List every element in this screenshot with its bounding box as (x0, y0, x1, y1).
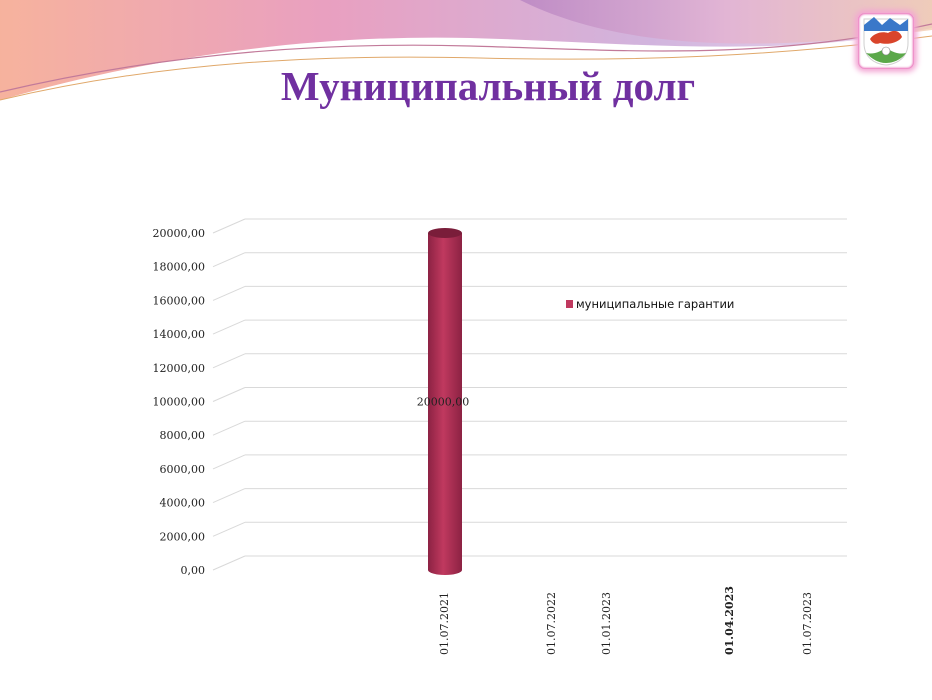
slide-title: Муниципальный долг (280, 63, 696, 109)
y-tick-labels: 0,00 2000,00 4000,00 6000,00 8000,00 10000,00… (153, 227, 206, 577)
legend-swatch (566, 300, 573, 308)
legend-label: муниципальные гарантии (576, 297, 734, 311)
x-tick-label: 01.07.2021 (438, 592, 451, 655)
bar-body (428, 233, 462, 575)
gridline-depth (212, 555, 246, 571)
y-tick-label: 18000,00 (153, 261, 206, 274)
y-tick-label: 20000,00 (153, 227, 206, 240)
y-tick-label: 2000,00 (160, 530, 206, 543)
legend: муниципальные гарантии (566, 297, 734, 311)
gridline-depth (212, 319, 246, 335)
bar-top (428, 228, 462, 238)
y-tick-label: 0,00 (181, 564, 206, 577)
y-tick-label: 10000,00 (153, 396, 206, 409)
gridline-depth (212, 353, 246, 369)
data-label: 20000,00 (417, 396, 470, 409)
gridline-depth (212, 488, 246, 504)
header-decoration (0, 0, 932, 101)
x-tick-labels: 01.07.2021 01.07.2022 01.01.2023 01.04.2023… (438, 586, 814, 655)
y-tick-label: 14000,00 (153, 328, 206, 341)
gridline-depth (212, 252, 246, 268)
y-tick-label: 8000,00 (160, 429, 206, 442)
x-tick-label: 01.07.2022 (545, 592, 558, 655)
bar-0: 20000,00 (417, 228, 470, 575)
grid-layer (212, 218, 847, 571)
coat-of-arms-icon (858, 13, 914, 69)
bar-layer: 20000,00 (417, 228, 470, 575)
y-tick-label: 16000,00 (153, 294, 206, 307)
y-tick-label: 12000,00 (153, 362, 206, 375)
gridline-depth (212, 387, 246, 402)
x-tick-label: 01.04.2023 (723, 586, 736, 655)
gridline-depth (212, 454, 246, 470)
y-tick-label: 6000,00 (160, 463, 206, 476)
gridline-depth (212, 521, 246, 537)
y-tick-label: 4000,00 (160, 497, 206, 510)
x-tick-label: 01.07.2023 (801, 592, 814, 655)
gridline-depth (212, 218, 246, 234)
gridline-depth (212, 285, 246, 301)
x-tick-label: 01.01.2023 (600, 592, 613, 655)
gridline-depth (212, 420, 246, 436)
